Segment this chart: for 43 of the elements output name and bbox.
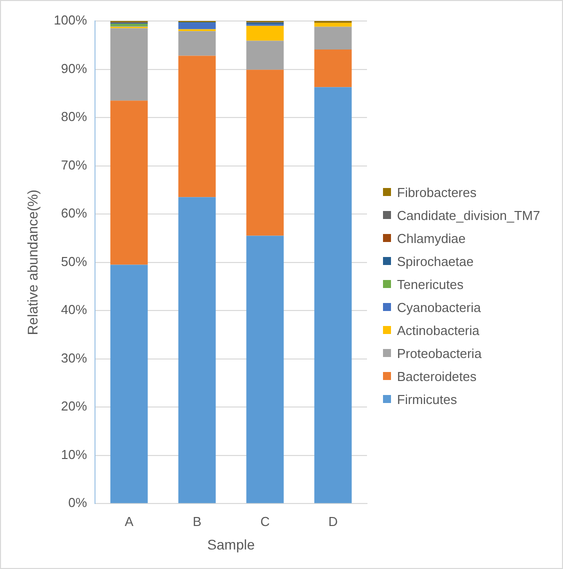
y-tick-label: 70%	[61, 157, 88, 172]
legend-label: Firmicutes	[397, 392, 457, 407]
legend-label: Actinobacteria	[397, 323, 480, 338]
bar	[110, 264, 148, 504]
y-tick-label: 60%	[61, 206, 88, 221]
bar	[110, 28, 148, 101]
bar	[110, 24, 148, 26]
x-tick-label: B	[192, 514, 202, 529]
x-tick-label: A	[124, 514, 134, 529]
y-tick-label: 0%	[68, 495, 88, 510]
bar	[178, 31, 216, 56]
bar	[246, 26, 284, 41]
legend-label: Proteobacteria	[397, 346, 482, 361]
legend-label: Bacteroidetes	[397, 369, 476, 384]
y-tick-label: 50%	[61, 254, 88, 269]
legend-label: Chlamydiae	[397, 231, 466, 246]
bar	[110, 100, 148, 265]
bar	[178, 197, 216, 504]
y-tick-label: 40%	[61, 302, 88, 318]
x-axis-title: Sample	[207, 536, 255, 552]
y-tick-label: 100%	[54, 12, 88, 28]
y-tick-label: 20%	[61, 398, 88, 414]
legend-label: Fibrobacteres	[397, 185, 476, 200]
bar	[246, 70, 284, 236]
bar	[246, 236, 284, 504]
bar	[314, 87, 352, 504]
x-tick-label: D	[328, 514, 338, 529]
y-tick-label: 90%	[61, 60, 88, 76]
legend-label: Candidate_division_TM7	[397, 208, 540, 223]
legend-label: Spirochaetae	[397, 254, 474, 269]
y-tick-label: 30%	[61, 350, 88, 366]
bar	[314, 49, 352, 88]
y-tick-label: 10%	[61, 446, 88, 462]
y-tick-label: 80%	[61, 109, 88, 124]
bar	[246, 40, 284, 70]
bar	[314, 22, 352, 27]
bar	[314, 26, 352, 50]
bar	[178, 22, 216, 30]
x-tick-label: C	[260, 514, 270, 529]
legend-label: Cyanobacteria	[397, 300, 481, 315]
legend-label: Tenericutes	[397, 277, 464, 292]
bar	[178, 56, 216, 198]
y-axis-title: Relative abundance(%)	[24, 190, 40, 336]
